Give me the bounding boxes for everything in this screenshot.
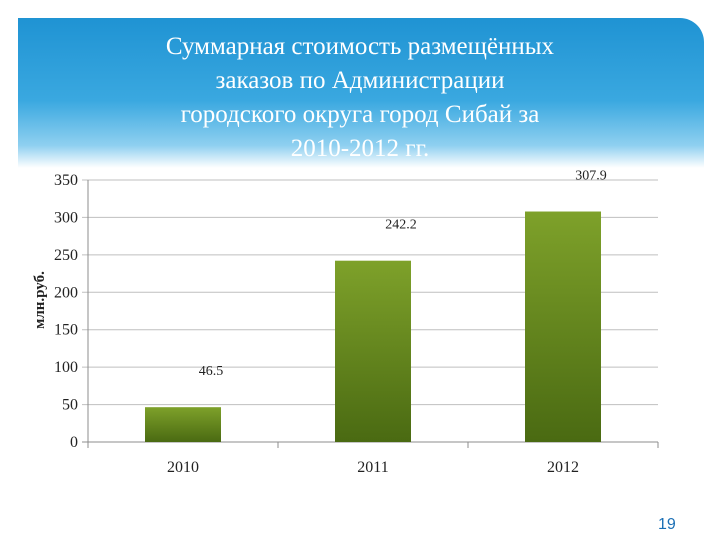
bar-2011 — [335, 260, 411, 442]
chart-title: Суммарная стоимость размещённых заказов … — [60, 30, 660, 166]
bars — [145, 211, 601, 442]
y-tick-label: 350 — [54, 172, 78, 189]
y-tick-label: 0 — [70, 434, 78, 451]
page-number: 19 — [658, 516, 676, 533]
x-tick-label: 2012 — [547, 459, 579, 476]
y-tick-label: 250 — [54, 247, 78, 264]
header-band — [18, 18, 704, 168]
title-line: Суммарная стоимость размещённых — [165, 33, 555, 60]
data-label: 242.2 — [385, 218, 417, 233]
title-line: заказов по Администрации — [215, 67, 505, 94]
y-tick-label: 200 — [54, 284, 78, 301]
x-tick-label: 2011 — [357, 459, 388, 476]
x-tick-label: 2010 — [167, 459, 199, 476]
title-line: городского округа город Сибай за — [180, 101, 540, 128]
data-label: 307.9 — [575, 169, 607, 184]
y-tick-label: 300 — [54, 209, 78, 226]
y-axis-label: млн.руб. — [32, 271, 48, 329]
labels: 0 50 100 150 200 250 300 350 2010 46.5 2011 242.2 20… — [54, 169, 607, 476]
bar-2010 — [145, 407, 221, 442]
y-tick-label: 100 — [54, 359, 78, 376]
title-line: 2010-2012 гг. — [290, 135, 430, 162]
bar-2012 — [525, 211, 601, 442]
data-label: 46.5 — [199, 364, 224, 379]
y-tick-label: 150 — [54, 322, 78, 339]
y-tick-label: 50 — [62, 397, 78, 414]
